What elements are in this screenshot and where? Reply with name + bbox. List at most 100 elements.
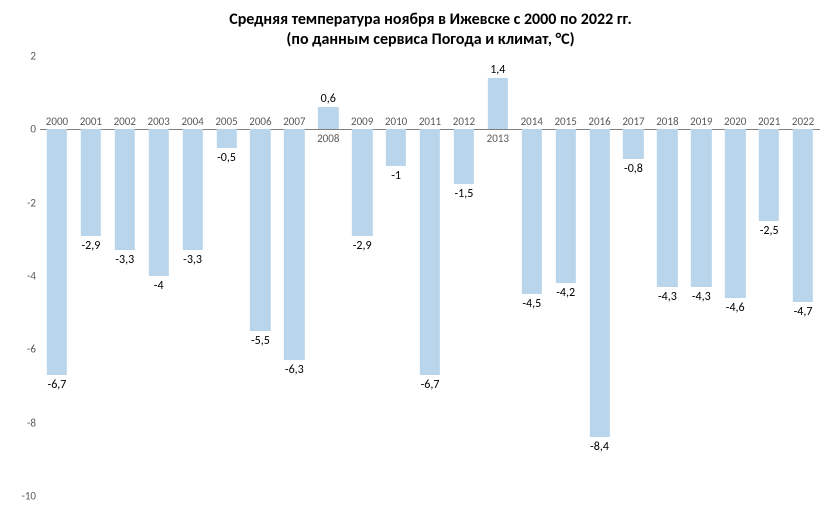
data-label: -4,3 [658, 290, 677, 304]
data-label: -3,3 [115, 253, 134, 267]
x-tick-label: 2015 [554, 115, 576, 128]
bar [47, 129, 67, 375]
bar [793, 129, 813, 301]
bar [623, 129, 643, 158]
bar-slot: 2019 -4,3 [684, 56, 718, 496]
bar-slot: 2021 -2,5 [752, 56, 786, 496]
data-label: -2,9 [353, 239, 372, 253]
x-tick-label: 2003 [148, 115, 170, 128]
bar-slot: 2007 -6,3 [277, 56, 311, 496]
data-label: -4 [154, 279, 164, 293]
bar-slot: 2006-5,5 [243, 56, 277, 496]
data-label: -3,3 [183, 253, 202, 267]
data-label: 0,6 [321, 92, 336, 106]
x-tick-label: 2014 [521, 115, 543, 128]
x-tick-label: 2022 [792, 115, 814, 128]
temperature-chart: Средняя температура ноября в Ижевске с 2… [0, 0, 831, 520]
bar [420, 129, 440, 375]
bar [691, 129, 711, 287]
data-label: -4,5 [522, 297, 541, 311]
y-tick-label: -2 [8, 196, 36, 209]
x-tick-label: 2007 [283, 115, 305, 128]
x-tick-label: 2008 [317, 132, 339, 145]
bar [386, 129, 406, 166]
x-tick-label: 2010 [385, 115, 407, 128]
bar-slot: 2011 -6,7 [413, 56, 447, 496]
data-label: -5,5 [251, 334, 270, 348]
y-tick-label: 0 [8, 123, 36, 136]
chart-title: Средняя температура ноября в Ижевске с 2… [40, 10, 821, 50]
data-label: 1,4 [490, 63, 505, 77]
bar [759, 129, 779, 221]
chart-title-line2: (по данным сервиса Погода и климат, °С) [40, 30, 821, 50]
bar [725, 129, 745, 298]
x-tick-label: 2017 [622, 115, 644, 128]
data-label: -2,5 [760, 224, 779, 238]
data-label: -8,4 [590, 440, 609, 454]
x-tick-label: 2004 [181, 115, 203, 128]
bar [352, 129, 372, 235]
bar-slot: 2016 -8,4 [583, 56, 617, 496]
bar-slot: 2018 -4,3 [650, 56, 684, 496]
bar [182, 129, 202, 250]
data-label: -6,3 [285, 363, 304, 377]
bar-slot: 2001 -2,9 [74, 56, 108, 496]
bar-slot: 2015 -4,2 [549, 56, 583, 496]
bar-slot: 2000 -6,7 [40, 56, 74, 496]
x-tick-label: 2011 [419, 115, 441, 128]
y-tick-label: -10 [8, 490, 36, 503]
bar [488, 78, 508, 129]
bar-slot: 2003 -4 [142, 56, 176, 496]
data-label: -4,3 [692, 290, 711, 304]
x-tick-label: 2000 [46, 115, 68, 128]
bar [318, 107, 338, 129]
bar-slot: 2004 -3,3 [176, 56, 210, 496]
x-tick-label: 2002 [114, 115, 136, 128]
bar [81, 129, 101, 235]
bar-slot: 2009 -2,9 [345, 56, 379, 496]
bar-slot: 2014 -4,5 [515, 56, 549, 496]
bar-slot: 2020-4,6 [718, 56, 752, 496]
data-label: -0,5 [217, 151, 236, 165]
bar-slot: 2017 -0,8 [617, 56, 651, 496]
data-label: -2,9 [81, 239, 100, 253]
bar [149, 129, 169, 276]
bar-slot: 2008 0,6 [311, 56, 345, 496]
data-label: -0,8 [624, 162, 643, 176]
data-label: -1 [391, 169, 401, 183]
x-tick-label: 2001 [80, 115, 102, 128]
x-tick-label: 2018 [656, 115, 678, 128]
data-label: -4,2 [556, 286, 575, 300]
x-tick-label: 2021 [758, 115, 780, 128]
x-tick-label: 2005 [215, 115, 237, 128]
chart-title-line1: Средняя температура ноября в Ижевске с 2… [40, 10, 821, 30]
x-tick-label: 2009 [351, 115, 373, 128]
bar [555, 129, 575, 283]
bar-slot: 2013 1,4 [481, 56, 515, 496]
bar [589, 129, 609, 437]
x-tick-label: 2013 [487, 132, 509, 145]
bar-slot: 2005 -0,5 [210, 56, 244, 496]
bars-layer: 2000-6,72001-2,92002-3,32003-42004-3,320… [40, 56, 820, 496]
bar [284, 129, 304, 360]
y-tick-label: -4 [8, 270, 36, 283]
y-axis: 20-2-4-6-8-10 [8, 56, 36, 496]
y-tick-label: -6 [8, 343, 36, 356]
bar-slot: 2010 -1 [379, 56, 413, 496]
bar [522, 129, 542, 294]
bar-slot: 2022 -4,7 [786, 56, 820, 496]
y-tick-label: 2 [8, 50, 36, 63]
data-label: -1,5 [454, 187, 473, 201]
x-tick-label: 2016 [588, 115, 610, 128]
bar [115, 129, 135, 250]
x-tick-label: 2012 [453, 115, 475, 128]
bar [454, 129, 474, 184]
x-tick-label: 2019 [690, 115, 712, 128]
plot-area: 20-2-4-6-8-10 2000-6,72001-2,92002-3,320… [40, 56, 820, 496]
bar [216, 129, 236, 147]
data-label: -6,7 [421, 378, 440, 392]
x-tick-label: 2020 [724, 115, 746, 128]
data-label: -4,7 [794, 305, 813, 319]
y-tick-label: -8 [8, 416, 36, 429]
data-label: -6,7 [48, 378, 67, 392]
